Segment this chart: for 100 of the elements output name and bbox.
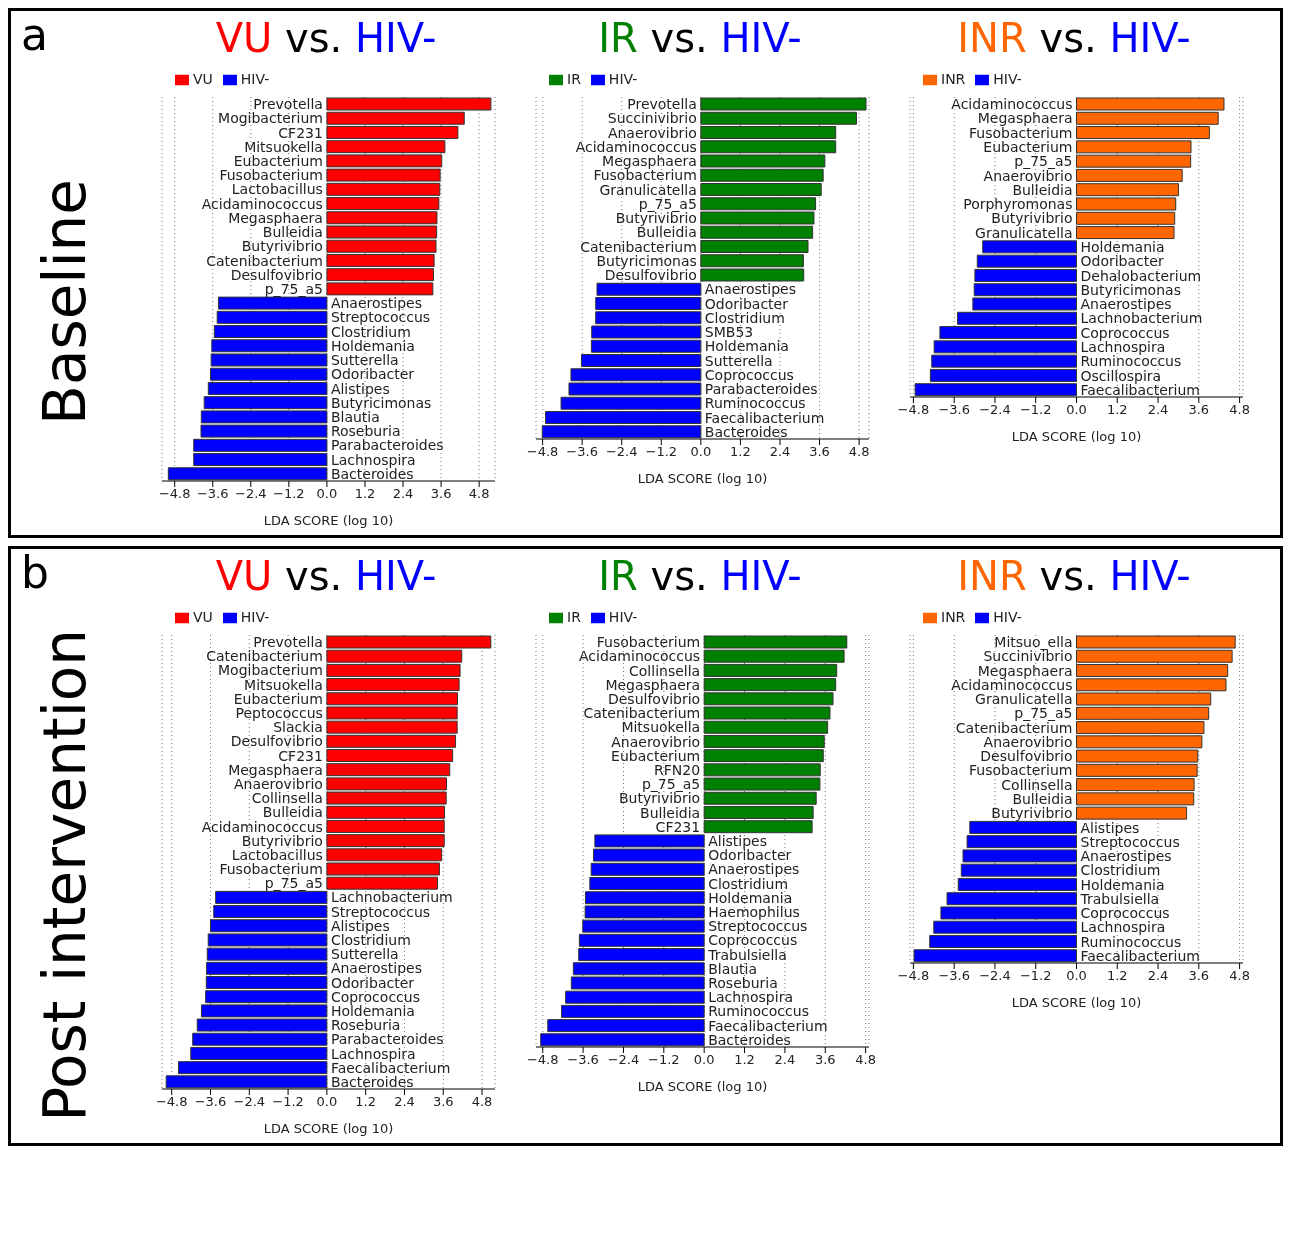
y-tick-label: Catenibacterium — [580, 238, 697, 255]
y-tick-label: Bacteroides — [704, 423, 788, 440]
legend-label: IR — [567, 71, 581, 87]
x-tick-label: −2.4 — [605, 444, 638, 460]
x-tick-label: 1.2 — [1106, 968, 1128, 984]
y-tick-label: Fusobacterium — [593, 167, 697, 184]
legend-label: IR — [567, 609, 581, 625]
x-tick-label: 1.2 — [1106, 402, 1128, 418]
x-tick-label: 2.4 — [392, 486, 414, 502]
y-tick-label: p_75_a5 — [638, 195, 697, 212]
x-tick-label: 3.6 — [814, 1052, 836, 1068]
y-tick-label: Coprococcus — [330, 988, 420, 1005]
y-tick-label: Peptococcus — [235, 705, 323, 722]
y-tick-label: Succinivibrio — [607, 110, 697, 127]
legend-label: HIV- — [608, 71, 638, 87]
y-tick-label: Odoribacter — [1080, 253, 1164, 270]
y-tick-label: Megasphaera — [977, 662, 1073, 679]
chart-title: IR vs. HIV- — [598, 553, 802, 599]
x-axis-title: LDA SCORE (log 10) — [263, 513, 394, 528]
x-tick-label: 0.0 — [316, 1094, 338, 1110]
x-tick-label: −1.2 — [273, 486, 305, 502]
x-axis-title: LDA SCORE (log 10) — [263, 1121, 394, 1136]
y-tick-label: Desulfovibrio — [980, 748, 1073, 765]
y-tick-label: Blautia — [330, 409, 380, 425]
x-tick-label: −3.6 — [938, 402, 970, 418]
y-tick-label: Parabacteroides — [704, 381, 818, 398]
y-tick-label: Acidaminococcus — [578, 648, 701, 665]
y-tick-label: Fusobacterium — [596, 634, 701, 651]
y-tick-label: Butyrivibrio — [241, 238, 323, 255]
y-tick-label: Lachnospira — [330, 451, 416, 468]
x-tick-label: 4.8 — [468, 486, 490, 502]
y-tick-label: CF231 — [655, 818, 701, 835]
y-tick-label: Anaerostipes — [704, 281, 796, 298]
y-tick-label: Granulicatella — [599, 181, 697, 198]
y-tick-label: Streptococcus — [708, 918, 808, 935]
x-tick-label: −2.4 — [979, 402, 1011, 418]
y-tick-label: Fusobacterium — [219, 167, 323, 184]
y-tick-label: Holdemania — [708, 889, 793, 906]
y-tick-label: Butyricimonas — [1080, 281, 1181, 298]
y-tick-label: Faecalibacterium — [704, 409, 825, 426]
x-tick-label: −4.8 — [526, 444, 559, 460]
y-tick-label: Anaerovibrio — [611, 733, 701, 750]
x-tick-label: 4.8 — [848, 444, 870, 460]
y-tick-label: Prevotella — [253, 96, 323, 113]
y-tick-label: Faecalibacterium — [708, 1017, 828, 1034]
chart-title: VU vs. HIV- — [215, 553, 437, 599]
y-tick-label: Clostridium — [1080, 862, 1161, 879]
y-tick-label: p_75_a5 — [1014, 705, 1073, 722]
y-tick-label: Succinivibrio — [983, 648, 1073, 665]
y-tick-label: Lachnospira — [1080, 339, 1166, 355]
y-tick-label: SMB53 — [704, 324, 754, 341]
x-tick-label: −1.2 — [648, 1052, 680, 1068]
y-tick-label: Bulleidia — [1012, 181, 1073, 198]
y-tick-label: Sutterella — [704, 352, 773, 369]
y-tick-label: Anaerostipes — [708, 861, 800, 878]
x-tick-label: 3.6 — [432, 1094, 454, 1110]
y-tick-label: Roseburia — [708, 975, 778, 992]
y-tick-label: Eubacterium — [233, 690, 323, 707]
y-tick-label: Lachnospira — [1080, 919, 1166, 936]
y-tick-label: Mogibacterium — [218, 110, 323, 127]
y-tick-label: Coprococcus — [704, 366, 794, 383]
y-tick-label: Anaerovibrio — [983, 733, 1073, 750]
x-tick-label: −1.2 — [1019, 402, 1052, 418]
y-tick-label: Fusobacterium — [969, 762, 1073, 779]
x-axis-title: LDA SCORE (log 10) — [1011, 429, 1142, 444]
x-tick-label: −1.2 — [272, 1094, 304, 1110]
chart-title: INR vs. HIV- — [957, 15, 1191, 61]
y-tick-label: Trabulsiella — [1079, 890, 1160, 907]
y-tick-label: Anaerostipes — [1080, 848, 1172, 865]
y-tick-label: Holdemania — [330, 337, 415, 354]
y-tick-label: Clostridium — [704, 309, 785, 326]
y-tick-label: p_75_a5 — [264, 875, 323, 892]
x-tick-label: −4.8 — [897, 402, 930, 418]
y-tick-label: Acidaminococcus — [201, 818, 323, 835]
y-tick-label: CF231 — [278, 124, 323, 141]
y-tick-label: Catenibacterium — [583, 705, 701, 722]
chart-title: IR vs. HIV- — [598, 15, 802, 61]
x-tick-label: −2.4 — [607, 1052, 640, 1068]
y-tick-label: Eubacterium — [611, 747, 701, 764]
x-tick-label: 4.8 — [1229, 402, 1250, 418]
y-tick-label: Odoribacter — [708, 847, 792, 864]
y-tick-label: Fusobacterium — [219, 861, 323, 878]
y-tick-label: Acidaminococcus — [201, 195, 323, 212]
text: Baseline — [31, 179, 99, 425]
y-tick-label: Megasphaera — [977, 110, 1073, 127]
x-tick-label: 0.0 — [693, 1052, 715, 1068]
x-tick-label: 0.0 — [316, 486, 338, 502]
y-tick-label: Blautia — [708, 960, 758, 977]
y-tick-label: Dehalobacterium — [1080, 267, 1202, 284]
x-tick-label: 0.0 — [690, 444, 712, 460]
x-tick-label: −2.4 — [979, 968, 1011, 984]
y-tick-label: Anaerostipes — [330, 960, 423, 977]
x-tick-label: 4.8 — [471, 1094, 493, 1110]
y-tick-label: Clostridium — [330, 932, 411, 949]
x-tick-label: 3.6 — [1188, 402, 1210, 418]
y-tick-label: Butyrivibrio — [241, 832, 323, 849]
y-tick-label: Sutterella — [330, 946, 399, 963]
x-tick-label: 3.6 — [1188, 968, 1210, 984]
x-axis-title: LDA SCORE (log 10) — [1011, 995, 1142, 1010]
chart-title: VU vs. HIV- — [215, 15, 437, 61]
